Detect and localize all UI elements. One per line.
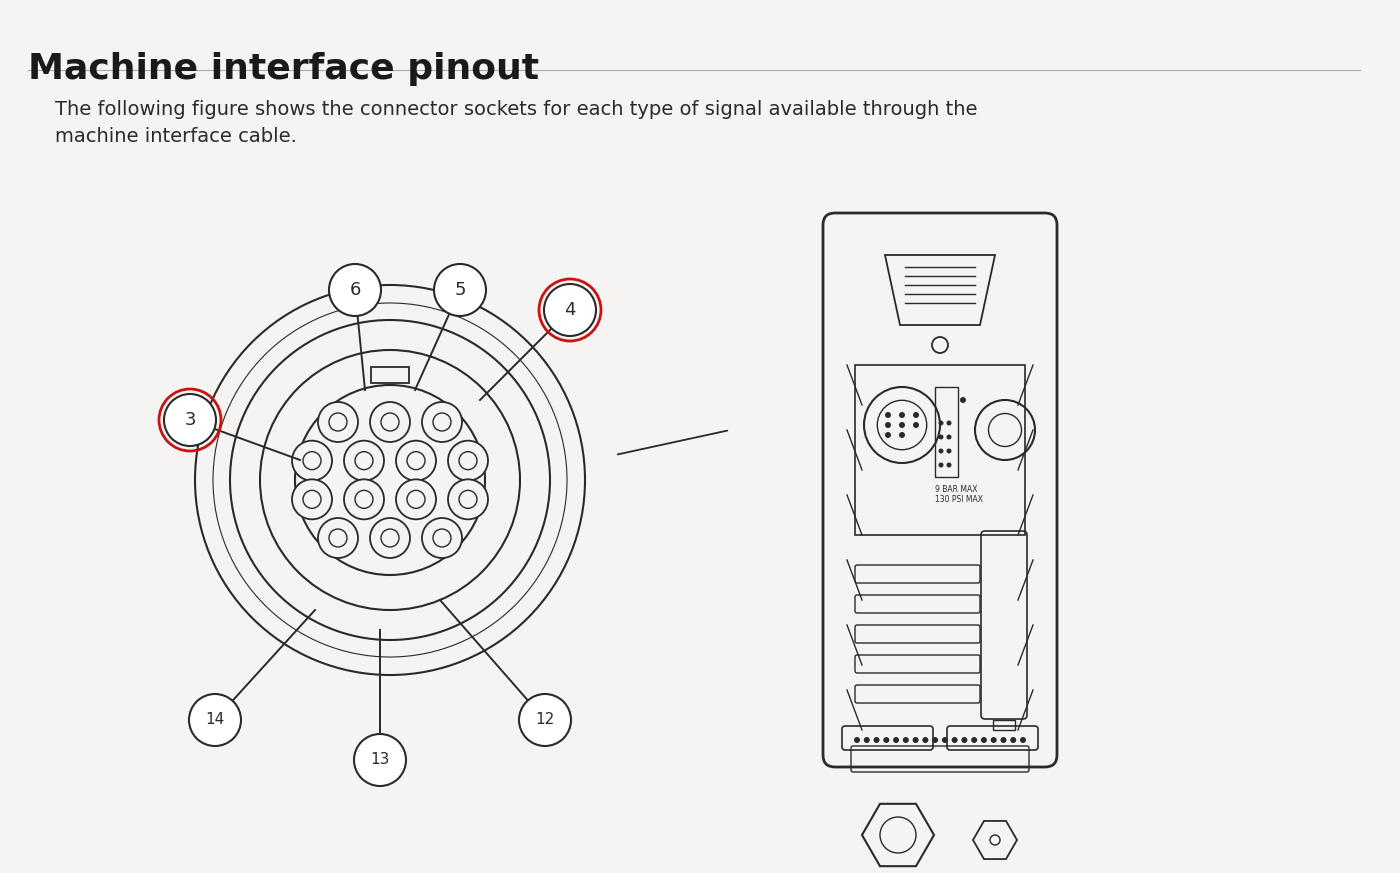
- Circle shape: [381, 413, 399, 431]
- Circle shape: [407, 491, 426, 508]
- Text: 6: 6: [350, 281, 361, 299]
- Circle shape: [434, 264, 486, 316]
- Circle shape: [864, 737, 869, 743]
- Circle shape: [396, 479, 435, 519]
- Circle shape: [545, 284, 596, 336]
- Circle shape: [946, 449, 952, 453]
- Circle shape: [329, 529, 347, 547]
- Circle shape: [302, 491, 321, 508]
- FancyBboxPatch shape: [371, 367, 409, 383]
- Circle shape: [899, 432, 904, 438]
- Circle shape: [302, 451, 321, 470]
- Circle shape: [448, 479, 489, 519]
- Bar: [855, 365, 1025, 535]
- Circle shape: [874, 737, 879, 743]
- Circle shape: [938, 435, 944, 439]
- Circle shape: [370, 518, 410, 558]
- Circle shape: [885, 412, 890, 418]
- Circle shape: [923, 737, 928, 743]
- Circle shape: [344, 479, 384, 519]
- Text: 12: 12: [535, 712, 554, 727]
- Circle shape: [913, 412, 918, 418]
- Text: 9 BAR MAX
130 PSI MAX: 9 BAR MAX 130 PSI MAX: [935, 485, 983, 505]
- Bar: [993, 720, 1015, 730]
- Text: Machine interface pinout: Machine interface pinout: [28, 52, 539, 86]
- Circle shape: [189, 694, 241, 746]
- Circle shape: [938, 449, 944, 453]
- Circle shape: [293, 441, 332, 481]
- Circle shape: [396, 441, 435, 481]
- Bar: [935, 387, 958, 477]
- Circle shape: [459, 491, 477, 508]
- Circle shape: [991, 737, 997, 743]
- Circle shape: [960, 397, 966, 403]
- Circle shape: [938, 421, 944, 425]
- Circle shape: [913, 737, 918, 743]
- Circle shape: [899, 412, 904, 418]
- Circle shape: [344, 441, 384, 481]
- Circle shape: [972, 737, 977, 743]
- Text: 4: 4: [564, 301, 575, 319]
- Circle shape: [893, 737, 899, 743]
- Circle shape: [938, 463, 944, 468]
- Circle shape: [329, 264, 381, 316]
- Circle shape: [1001, 737, 1007, 743]
- Circle shape: [899, 422, 904, 428]
- Circle shape: [981, 737, 987, 743]
- Circle shape: [433, 529, 451, 547]
- Text: 13: 13: [371, 753, 389, 767]
- Circle shape: [903, 737, 909, 743]
- Circle shape: [1021, 737, 1026, 743]
- Circle shape: [421, 402, 462, 442]
- Circle shape: [952, 737, 958, 743]
- Circle shape: [448, 441, 489, 481]
- Circle shape: [421, 518, 462, 558]
- Circle shape: [854, 737, 860, 743]
- Circle shape: [318, 518, 358, 558]
- Circle shape: [519, 694, 571, 746]
- Circle shape: [329, 413, 347, 431]
- Text: The following figure shows the connector sockets for each type of signal availab: The following figure shows the connector…: [55, 100, 977, 146]
- Circle shape: [946, 463, 952, 468]
- Circle shape: [946, 421, 952, 425]
- Circle shape: [932, 737, 938, 743]
- Circle shape: [913, 422, 918, 428]
- Circle shape: [381, 529, 399, 547]
- Circle shape: [407, 451, 426, 470]
- Text: 5: 5: [454, 281, 466, 299]
- Text: 3: 3: [185, 411, 196, 429]
- Circle shape: [459, 451, 477, 470]
- Circle shape: [962, 737, 967, 743]
- Circle shape: [885, 432, 890, 438]
- Circle shape: [1011, 737, 1016, 743]
- FancyBboxPatch shape: [823, 213, 1057, 767]
- Circle shape: [356, 451, 372, 470]
- Circle shape: [885, 422, 890, 428]
- Text: 14: 14: [206, 712, 224, 727]
- Circle shape: [370, 402, 410, 442]
- Circle shape: [942, 737, 948, 743]
- Circle shape: [318, 402, 358, 442]
- Circle shape: [354, 734, 406, 786]
- Circle shape: [356, 491, 372, 508]
- Circle shape: [433, 413, 451, 431]
- Circle shape: [946, 435, 952, 439]
- Circle shape: [883, 737, 889, 743]
- Circle shape: [293, 479, 332, 519]
- Circle shape: [164, 394, 216, 446]
